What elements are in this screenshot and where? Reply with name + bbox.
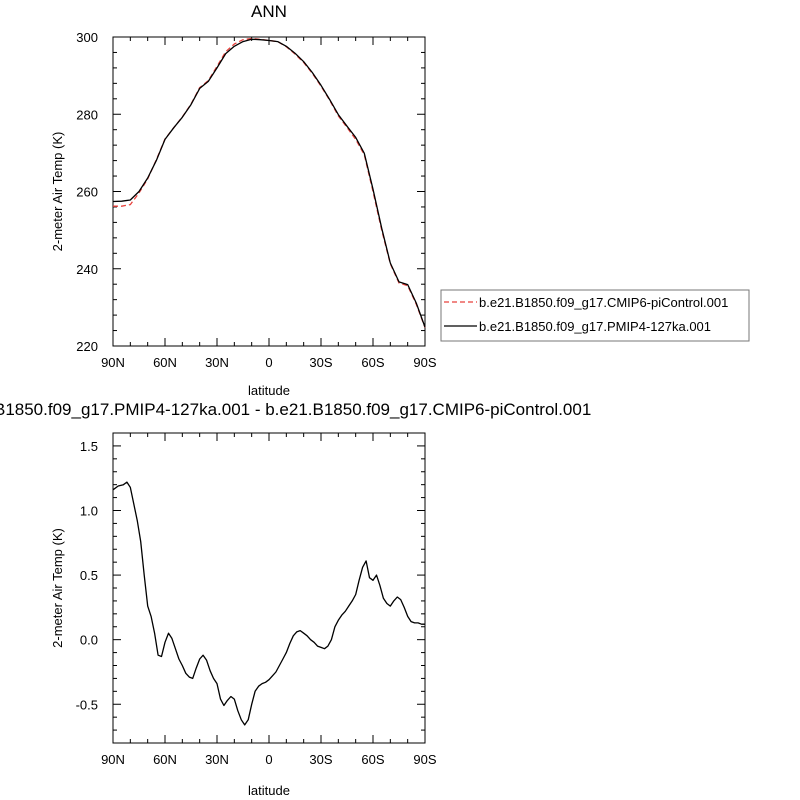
bottom-axis-ticks: 90N 60N 30N 0 30S 60S 90S -0.5 0.0 0.5 1.0 1.5 <box>76 432 437 767</box>
bottom-chart-title: b.e21.B1850.f09_g17.PMIP4-127ka.001 - b.… <box>0 400 591 419</box>
bottom-plot-frame <box>112 432 426 744</box>
bottom-xtick-label: 0 <box>265 752 272 767</box>
bottom-xtick-label: 30N <box>205 752 229 767</box>
legend-label-127ka: b.e21.B1850.f09_g17.PMIP4-127ka.001 <box>479 319 711 334</box>
bottom-xtick-label: 60N <box>153 752 177 767</box>
bottom-series-line-0 <box>112 481 425 726</box>
top-xtick-label: 60S <box>361 355 384 370</box>
legend: b.e21.B1850.f09_g17.CMIP6-piControl.001 … <box>440 289 750 342</box>
bottom-xtick-label: 90N <box>101 752 125 767</box>
bottom-xtick-label: 30S <box>309 752 332 767</box>
bottom-ytick-label: 1.0 <box>80 504 98 519</box>
bottom-y-axis-label: 2-meter Air Temp (K) <box>50 528 65 648</box>
top-ytick-label: 260 <box>76 185 98 200</box>
top-panel: ANN 90N 60N 30N 0 30S 60S 90S 220 240 260 280 300 l… <box>50 2 437 398</box>
top-xtick-label: 90S <box>413 355 436 370</box>
top-xtick-label: 30N <box>205 355 229 370</box>
bottom-ytick-label: -0.5 <box>76 697 98 712</box>
top-xtick-label: 90N <box>101 355 125 370</box>
top-chart-title: ANN <box>251 2 287 21</box>
top-x-axis-label: latitude <box>248 383 290 398</box>
top-xtick-label: 60N <box>153 355 177 370</box>
top-xtick-label: 0 <box>265 355 272 370</box>
top-ytick-label: 220 <box>76 339 98 354</box>
legend-label-picontrol: b.e21.B1850.f09_g17.CMIP6-piControl.001 <box>479 295 728 310</box>
bottom-series-group <box>112 481 425 726</box>
top-ytick-label: 240 <box>76 262 98 277</box>
top-series-group <box>112 37 426 328</box>
top-xtick-label: 30S <box>309 355 332 370</box>
bottom-xtick-label: 90S <box>413 752 436 767</box>
legend-box <box>440 289 750 342</box>
bottom-ytick-label: 1.5 <box>80 439 98 454</box>
bottom-xtick-label: 60S <box>361 752 384 767</box>
top-ytick-label: 300 <box>76 30 98 45</box>
top-series-line-0 <box>113 37 426 328</box>
bottom-ytick-label: 0.0 <box>80 633 98 648</box>
top-ytick-label: 280 <box>76 107 98 122</box>
bottom-panel: b.e21.B1850.f09_g17.PMIP4-127ka.001 - b.… <box>0 400 591 798</box>
bottom-ytick-label: 0.5 <box>80 568 98 583</box>
top-series-line-1 <box>112 38 426 328</box>
top-y-axis-label: 2-meter Air Temp (K) <box>50 132 65 252</box>
top-plot-frame <box>112 36 426 347</box>
bottom-x-axis-label: latitude <box>248 783 290 798</box>
